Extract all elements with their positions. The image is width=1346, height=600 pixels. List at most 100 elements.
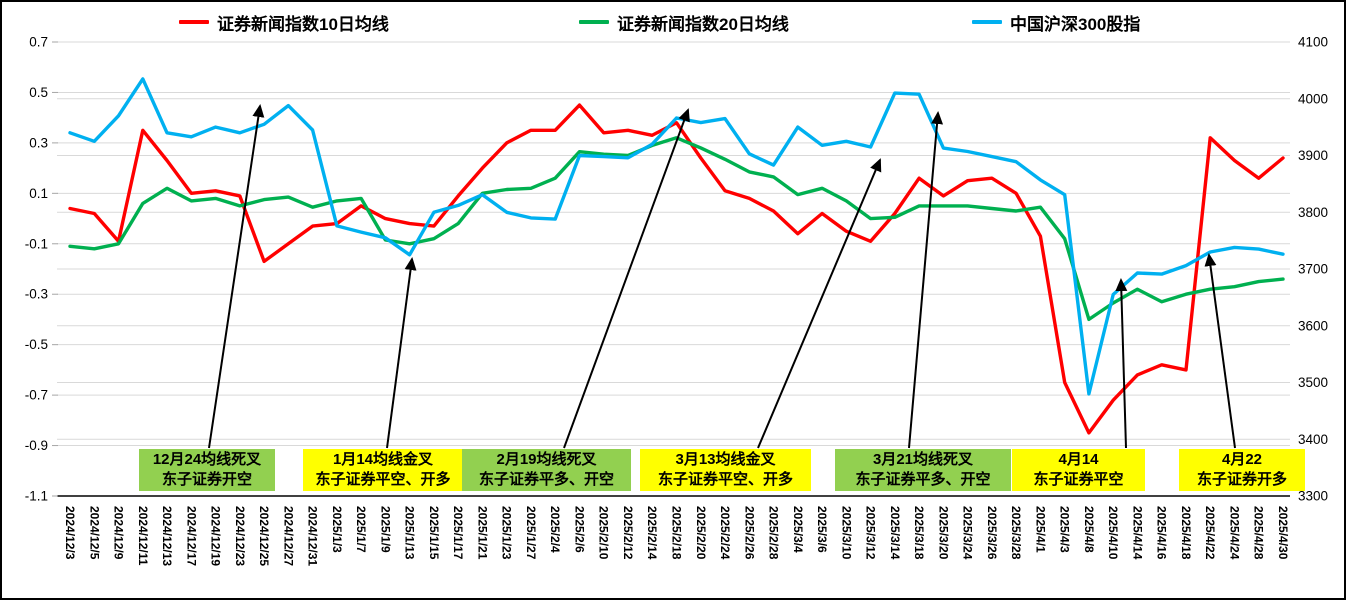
x-axis-tick-label: 2025/1/15 xyxy=(427,506,441,560)
x-axis-tick-label: 2024/12/17 xyxy=(184,506,198,566)
x-axis-tick-label: 2025/1/3 xyxy=(330,506,344,553)
x-axis-tick-label: 2025/3/6 xyxy=(815,506,829,553)
annotation-arrow xyxy=(208,104,265,449)
annotation-text: 1月14均线金叉 xyxy=(332,451,434,468)
right-axis-tick-label: 3600 xyxy=(1298,318,1328,333)
legend-swatch-csi300-icon xyxy=(972,20,1002,24)
annotation-text: 东子证券平空 xyxy=(1033,471,1124,488)
x-axis-tick-label: 2025/2/12 xyxy=(621,506,635,560)
x-axis-tick-label: 2025/2/18 xyxy=(670,506,684,560)
x-axis-tick-label: 2025/1/21 xyxy=(475,506,489,560)
legend-item-csi300: 中国沪深300股指 xyxy=(972,10,1140,34)
left-axis-tick-label: -0.9 xyxy=(25,438,48,453)
series-lines xyxy=(68,77,1285,435)
left-axis-tick-label: 0.7 xyxy=(29,35,48,50)
chart-legend: 证券新闻指数10日均线 证券新闻指数20日均线 中国沪深300股指 xyxy=(2,10,1344,36)
x-axis-tick-label: 2025/3/20 xyxy=(936,506,950,560)
x-axis-tick-label: 2025/4/16 xyxy=(1155,506,1169,560)
annotation-text: 东子证券平多、开空 xyxy=(855,471,991,488)
right-axis-tick-label: 3900 xyxy=(1298,148,1328,163)
left-axis-tick-label: -0.3 xyxy=(25,287,48,302)
x-axis-tick-label: 2025/4/10 xyxy=(1106,506,1120,560)
annotation-arrow xyxy=(1204,253,1236,449)
annotation-text: 3月13均线金叉 xyxy=(675,451,776,468)
x-axis-tick-label: 2025/1/23 xyxy=(500,506,514,560)
x-axis-tick-label: 2025/3/12 xyxy=(864,506,878,560)
annotation-text: 东子证券平空、开多 xyxy=(657,471,793,488)
legend-swatch-ma20-icon xyxy=(579,20,609,24)
series-line-ma20 xyxy=(68,136,1285,322)
x-axis-tick-label: 2025/4/3 xyxy=(1058,506,1072,553)
legend-label-ma20: 证券新闻指数20日均线 xyxy=(617,14,789,34)
annotation-box: 4月14 东子证券平空 xyxy=(1012,449,1145,491)
left-axis-tick-label: 0.3 xyxy=(29,135,48,150)
left-axis-labels: 0.7 0.5 0.3 0.1 -0.1 -0.3 -0.5 -0.7 -0.9 -1.1 xyxy=(25,35,48,504)
annotation-text: 12月24均线死叉 xyxy=(152,451,262,468)
annotation-text: 3月21均线死叉 xyxy=(872,451,974,468)
left-axis-tick-label: -0.7 xyxy=(25,388,48,403)
right-axis-tick-label: 3300 xyxy=(1298,489,1328,504)
right-axis-tick-label: 3700 xyxy=(1298,262,1328,277)
annotation-text: 4月14 xyxy=(1058,451,1099,468)
x-axis-tick-label: 2025/1/9 xyxy=(378,506,392,553)
annotation-arrow xyxy=(757,158,882,449)
right-axis-tick-label: 4000 xyxy=(1298,91,1328,106)
x-axis-tick-label: 2024/12/3 xyxy=(63,506,77,560)
annotation-box: 12月24均线死叉 东子证券开空 xyxy=(139,449,275,491)
x-axis-tick-label: 2025/3/26 xyxy=(985,506,999,560)
x-axis-tick-label: 2025/3/4 xyxy=(791,506,805,553)
x-axis-tick-label: 2025/4/30 xyxy=(1276,506,1290,560)
x-axis-tick-label: 2025/2/26 xyxy=(742,506,756,560)
series-line-csi300 xyxy=(68,77,1285,396)
x-axis-tick-label: 2025/4/8 xyxy=(1082,506,1096,553)
x-axis-tick-label: 2025/4/18 xyxy=(1179,506,1193,560)
x-axis-tick-label: 2024/12/25 xyxy=(257,506,271,566)
x-axis-tick-label: 2025/4/28 xyxy=(1252,506,1266,560)
x-axis-tick-label: 2024/12/31 xyxy=(306,506,320,566)
annotation-box: 2月19均线死叉 东子证券平多、开空 xyxy=(462,449,631,491)
x-axis-tick-label: 2025/3/28 xyxy=(1009,506,1023,560)
x-axis-tick-label: 2024/12/19 xyxy=(209,506,223,566)
x-axis-tick-label: 2025/1/13 xyxy=(403,506,417,560)
x-axis-labels: 2024/12/3 2024/12/5 2024/12/9 2024/12/11 202… xyxy=(63,506,1290,566)
annotation-text: 4月22 xyxy=(1221,451,1263,468)
x-axis-tick-label: 2025/2/20 xyxy=(694,506,708,560)
x-axis-tick-label: 2025/2/6 xyxy=(572,506,586,553)
right-axis-labels: 4100 4000 3900 3800 3700 3600 3500 3400 3300 xyxy=(1298,35,1328,504)
right-axis-tick-label: 4100 xyxy=(1298,35,1328,50)
x-axis-tick-label: 2025/3/10 xyxy=(839,506,853,560)
annotation-text: 2月19均线死叉 xyxy=(496,451,597,468)
x-axis-tick-label: 2025/2/4 xyxy=(548,506,562,553)
right-axis-tick-label: 3500 xyxy=(1298,375,1328,390)
annotation-arrow xyxy=(908,111,944,449)
annotation-text: 东子证券开多 xyxy=(1196,471,1287,488)
right-axis-tick-label: 3800 xyxy=(1298,205,1328,220)
x-axis-tick-label: 2024/12/27 xyxy=(281,506,295,566)
x-axis-tick-label: 2025/3/18 xyxy=(912,506,926,560)
x-axis-tick-label: 2025/4/24 xyxy=(1227,506,1241,560)
x-axis-tick-label: 2025/2/28 xyxy=(767,506,781,560)
left-axis-tick-label: 0.1 xyxy=(29,186,48,201)
x-axis-tick-label: 2024/12/23 xyxy=(233,506,247,566)
x-axis-tick-label: 2025/2/14 xyxy=(645,506,659,560)
gridlines xyxy=(57,41,1290,497)
x-axis-tick-label: 2024/12/11 xyxy=(136,506,150,566)
legend-label-csi300: 中国沪深300股指 xyxy=(1010,14,1141,34)
left-axis-tick-label: -0.1 xyxy=(25,236,48,251)
x-axis-tick-label: 2025/2/24 xyxy=(718,506,732,560)
legend-item-ma10: 证券新闻指数10日均线 xyxy=(179,10,389,34)
annotation-box: 3月21均线死叉 东子证券平多、开空 xyxy=(835,449,1011,491)
annotation-text: 东子证券开空 xyxy=(161,471,252,488)
annotation-box: 1月14均线金叉 东子证券平空、开多 xyxy=(303,449,463,491)
axis-lines xyxy=(52,41,1290,497)
annotation-arrow xyxy=(563,108,690,449)
series-line-ma10 xyxy=(68,103,1285,435)
annotation-box: 4月22 东子证券开多 xyxy=(1179,449,1305,491)
x-axis-tick-label: 2025/4/14 xyxy=(1130,506,1144,560)
annotation-box: 3月13均线金叉 东子证券平空、开多 xyxy=(640,449,811,491)
x-axis-tick-label: 2025/3/14 xyxy=(888,506,902,560)
left-axis-tick-label: 0.5 xyxy=(29,85,48,100)
x-axis-tick-label: 2024/12/5 xyxy=(87,506,101,560)
